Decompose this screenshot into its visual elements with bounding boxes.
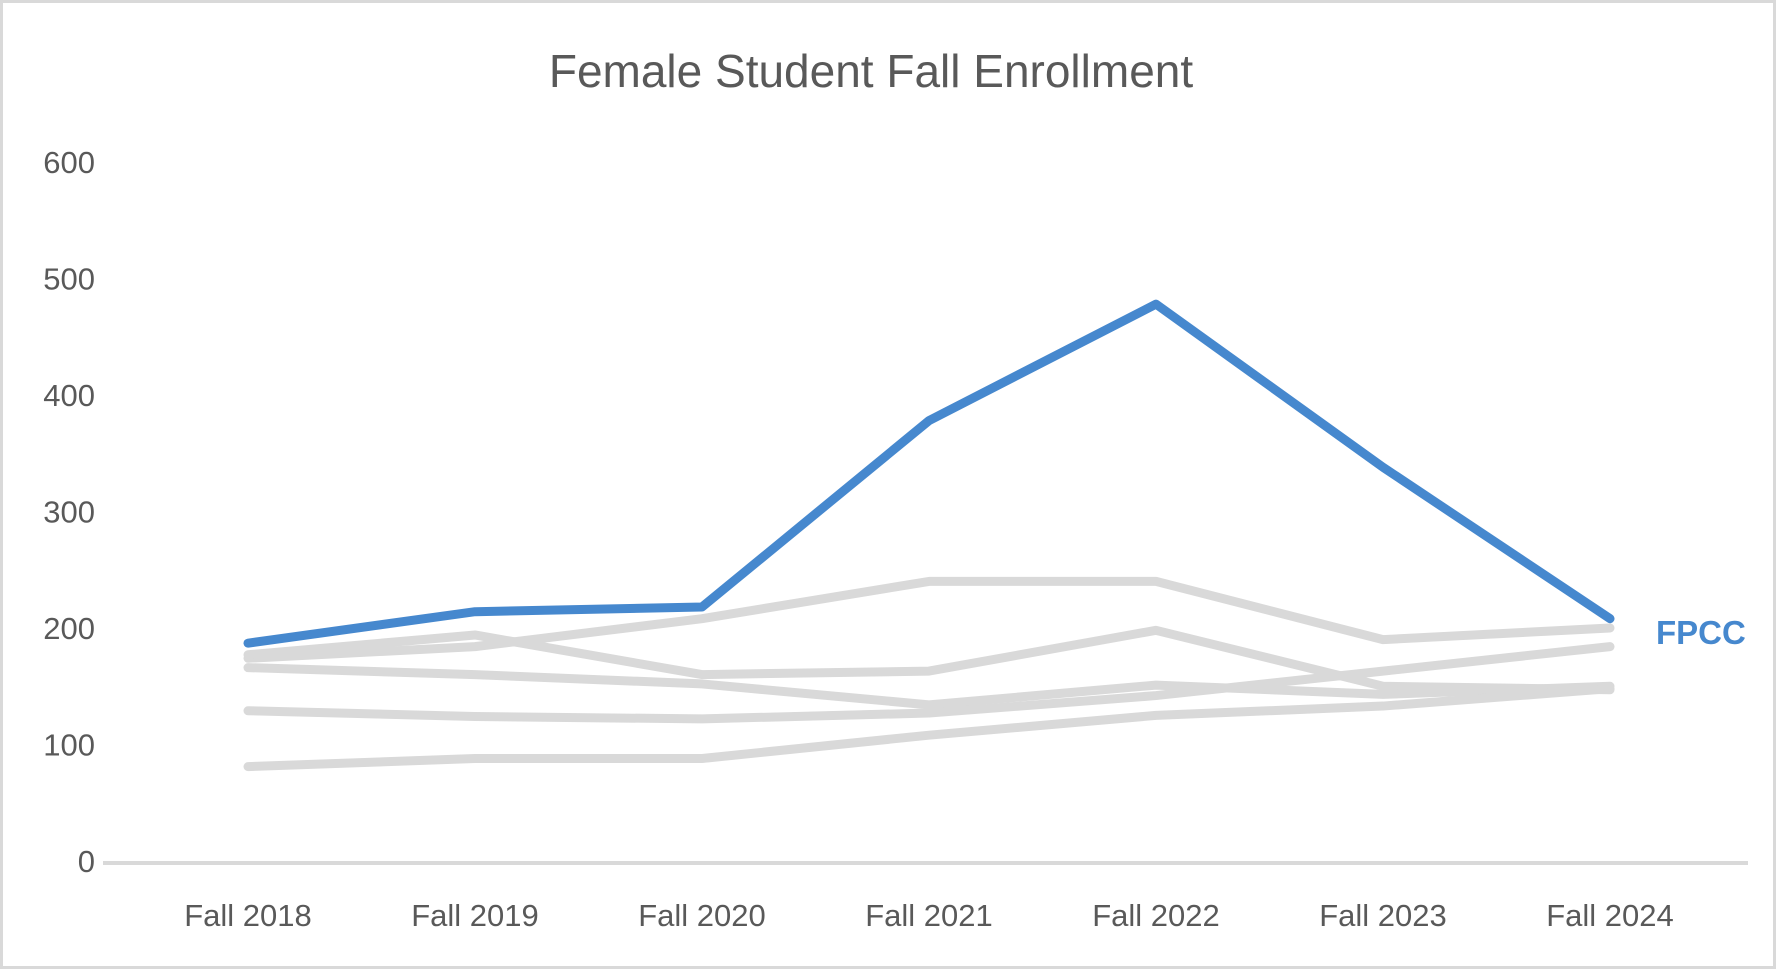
series-label-fpcc: FPCC [1656, 614, 1746, 651]
series-line-gray-line-2 [243, 625, 1615, 695]
y-tick-label: 400 [43, 378, 95, 413]
series-line-FPCC [243, 299, 1615, 648]
series-line-gray-line-3 [243, 663, 1615, 710]
x-category-label: Fall 2018 [184, 898, 312, 933]
x-category-label: Fall 2021 [865, 898, 993, 933]
y-tick-label: 200 [43, 611, 95, 646]
enrollment-line-chart: Female Student Fall Enrollment 0 100 200 30… [43, 45, 1748, 933]
x-axis-category-labels: Fall 2018 Fall 2019 Fall 2020 Fall 2021 Fall… [184, 898, 1674, 933]
series-line-gray-line-1 [243, 576, 1615, 663]
x-category-label: Fall 2020 [638, 898, 766, 933]
series-line-gray-line-5 [243, 684, 1615, 772]
y-tick-label: 500 [43, 262, 95, 297]
x-category-label: Fall 2019 [411, 898, 539, 933]
x-category-label: Fall 2022 [1092, 898, 1220, 933]
y-tick-label: 100 [43, 728, 95, 763]
y-axis-tick-labels: 0 100 200 300 400 500 600 [43, 145, 95, 879]
y-tick-label: 0 [78, 844, 95, 879]
x-category-label: Fall 2024 [1546, 898, 1674, 933]
series-lines [243, 299, 1615, 772]
chart-title: Female Student Fall Enrollment [549, 45, 1194, 97]
series-line-gray-line-4 [243, 642, 1615, 724]
x-category-label: Fall 2023 [1319, 898, 1447, 933]
y-tick-label: 600 [43, 145, 95, 180]
y-tick-label: 300 [43, 495, 95, 530]
